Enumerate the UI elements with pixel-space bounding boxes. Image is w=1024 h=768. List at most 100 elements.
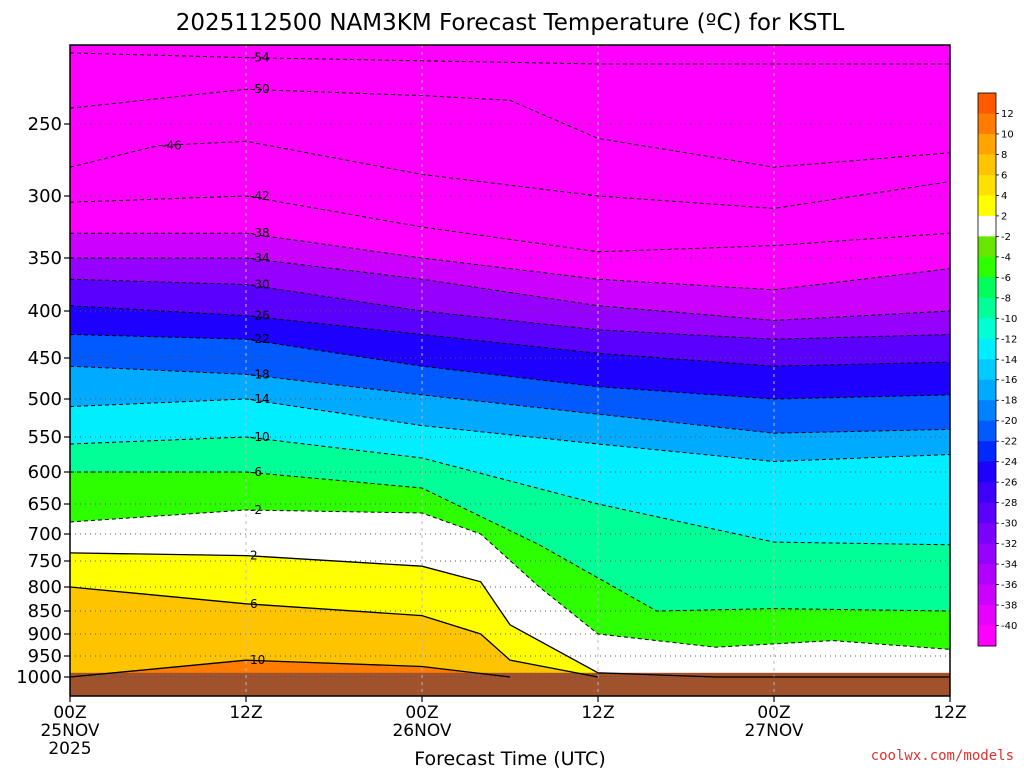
colorbar-swatch xyxy=(978,277,996,299)
colorbar-label: -18 xyxy=(1001,396,1017,407)
colorbar-label: 6 xyxy=(1001,170,1007,181)
colorbar-label: -14 xyxy=(1001,355,1017,366)
isotherm--14 xyxy=(70,398,950,463)
colorbar-swatch xyxy=(978,605,996,627)
colorbar-swatch xyxy=(978,133,996,155)
colorbar-label: -26 xyxy=(1001,478,1017,489)
y-tick-label: 1000 xyxy=(16,667,62,688)
isotherm--2 xyxy=(70,509,950,650)
colorbar-label: -2 xyxy=(1001,232,1011,243)
isotherm-label: -6 xyxy=(250,465,262,479)
x-tick-label: 12Z xyxy=(229,703,262,723)
y-tick-label: 700 xyxy=(28,524,62,545)
y-axis: 2503003504004505005506006507007508008509… xyxy=(16,114,70,688)
x-tick-label: 2025 xyxy=(48,739,91,759)
y-tick-label: 600 xyxy=(28,462,62,483)
colorbar-label: -6 xyxy=(1001,273,1011,284)
isotherm-label: -18 xyxy=(250,367,270,381)
colorbar-swatch xyxy=(978,625,996,647)
temperature-bands xyxy=(70,45,950,696)
plot-frame xyxy=(69,44,951,697)
y-tick-label: 350 xyxy=(28,248,62,269)
isotherm--26 xyxy=(70,305,950,367)
y-tick-label: 250 xyxy=(28,114,62,135)
chart-title: 2025112500 NAM3KM Forecast Temperature (… xyxy=(176,10,845,36)
isotherm--18 xyxy=(70,365,950,434)
colorbar-swatch xyxy=(978,318,996,340)
colorbar-swatch xyxy=(978,174,996,196)
isotherm--34 xyxy=(70,257,950,321)
colorbar-swatch xyxy=(978,195,996,217)
isotherm--30 xyxy=(70,278,950,340)
y-tick-label: 900 xyxy=(28,624,62,645)
y-tick-label: 450 xyxy=(28,348,62,369)
colorbar-frame xyxy=(977,92,997,647)
colorbar-label: -20 xyxy=(1001,416,1017,427)
x-axis-label: Forecast Time (UTC) xyxy=(414,748,605,768)
colorbar-label: -38 xyxy=(1001,601,1017,612)
x-tick-label: 00Z xyxy=(757,703,790,723)
isotherm--38 xyxy=(70,232,950,291)
grid-lines xyxy=(69,45,951,696)
colorbar-label: -22 xyxy=(1001,437,1017,448)
isotherm-label: -46 xyxy=(162,139,182,153)
colorbar-swatch xyxy=(978,359,996,381)
colorbar-label: -10 xyxy=(1001,314,1017,325)
isotherm--42 xyxy=(70,195,950,253)
x-tick-label: 26NOV xyxy=(392,721,451,741)
y-tick-label: 950 xyxy=(28,646,62,667)
isotherm-label: -2 xyxy=(250,503,262,517)
isotherm-6 xyxy=(70,586,599,678)
colorbar-swatch xyxy=(978,154,996,176)
isotherm-label: -50 xyxy=(250,82,270,96)
colorbar-swatch xyxy=(978,400,996,422)
isotherm-label: 6 xyxy=(250,597,258,611)
colorbar-swatch xyxy=(978,523,996,545)
colorbar-swatch xyxy=(978,297,996,319)
y-tick-label: 400 xyxy=(28,301,62,322)
colorbar-swatch xyxy=(978,256,996,278)
colorbar: -40-38-36-34-32-30-28-26-24-22-20-18-16-… xyxy=(977,92,1017,647)
x-tick-label: 00Z xyxy=(53,703,86,723)
y-tick-label: 550 xyxy=(28,427,62,448)
colorbar-label: -30 xyxy=(1001,519,1017,530)
y-tick-label: 650 xyxy=(28,494,62,515)
isotherm-label: -22 xyxy=(250,332,270,346)
colorbar-label: 4 xyxy=(1001,191,1007,202)
colorbar-swatch xyxy=(978,461,996,483)
isotherm-label: 10 xyxy=(250,653,265,667)
colorbar-label: -36 xyxy=(1001,580,1017,591)
colorbar-label: -8 xyxy=(1001,293,1011,304)
colorbar-swatch xyxy=(978,441,996,463)
isotherm-label: -14 xyxy=(250,392,270,406)
colorbar-swatch xyxy=(978,420,996,442)
colorbar-swatch xyxy=(978,236,996,258)
isotherm-label: -38 xyxy=(250,226,270,240)
y-tick-label: 750 xyxy=(28,551,62,572)
colorbar-label: -24 xyxy=(1001,457,1017,468)
colorbar-swatch xyxy=(978,379,996,401)
colorbar-label: 12 xyxy=(1001,109,1014,120)
colorbar-label: -34 xyxy=(1001,560,1017,571)
x-tick-label: 27NOV xyxy=(744,721,803,741)
colorbar-swatch xyxy=(978,564,996,586)
isotherm--22 xyxy=(70,334,950,400)
x-tick-label: 25NOV xyxy=(40,721,99,741)
colorbar-label: -12 xyxy=(1001,334,1017,345)
colorbar-label: 2 xyxy=(1001,211,1007,222)
colorbar-swatch xyxy=(978,93,996,114)
colorbar-label: -4 xyxy=(1001,252,1011,263)
isotherm-lines: -54-50-46-42-38-34-30-26-22-18-14-10-6-2… xyxy=(70,51,950,678)
isotherm-label: 2 xyxy=(250,549,258,563)
colorbar-swatch xyxy=(978,113,996,135)
isotherm-label: -26 xyxy=(250,309,270,323)
isotherm--6 xyxy=(70,471,950,612)
colorbar-swatch xyxy=(978,502,996,524)
colorbar-label: -28 xyxy=(1001,498,1017,509)
colorbar-swatch xyxy=(978,584,996,606)
y-tick-label: 850 xyxy=(28,601,62,622)
isotherm-label: -54 xyxy=(250,51,270,65)
isotherm-label: -10 xyxy=(250,430,270,444)
